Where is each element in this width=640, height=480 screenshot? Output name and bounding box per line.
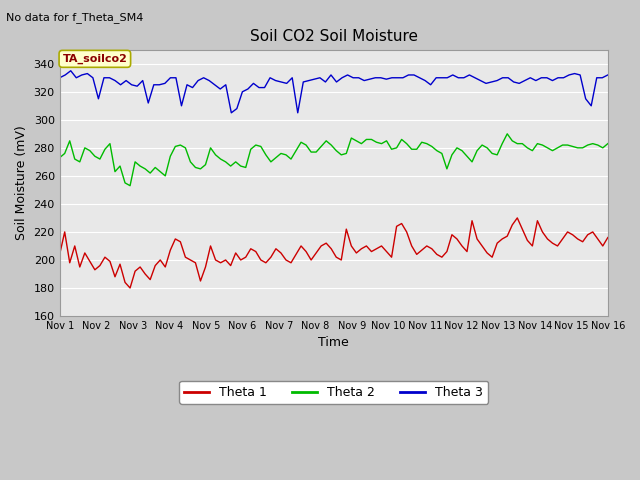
Text: TA_soilco2: TA_soilco2 [63,54,127,64]
Legend: Theta 1, Theta 2, Theta 3: Theta 1, Theta 2, Theta 3 [179,381,488,404]
Text: No data for f_Theta_SM4: No data for f_Theta_SM4 [6,12,144,23]
Title: Soil CO2 Soil Moisture: Soil CO2 Soil Moisture [250,29,418,44]
Y-axis label: Soil Moisture (mV): Soil Moisture (mV) [15,125,28,240]
X-axis label: Time: Time [318,336,349,349]
